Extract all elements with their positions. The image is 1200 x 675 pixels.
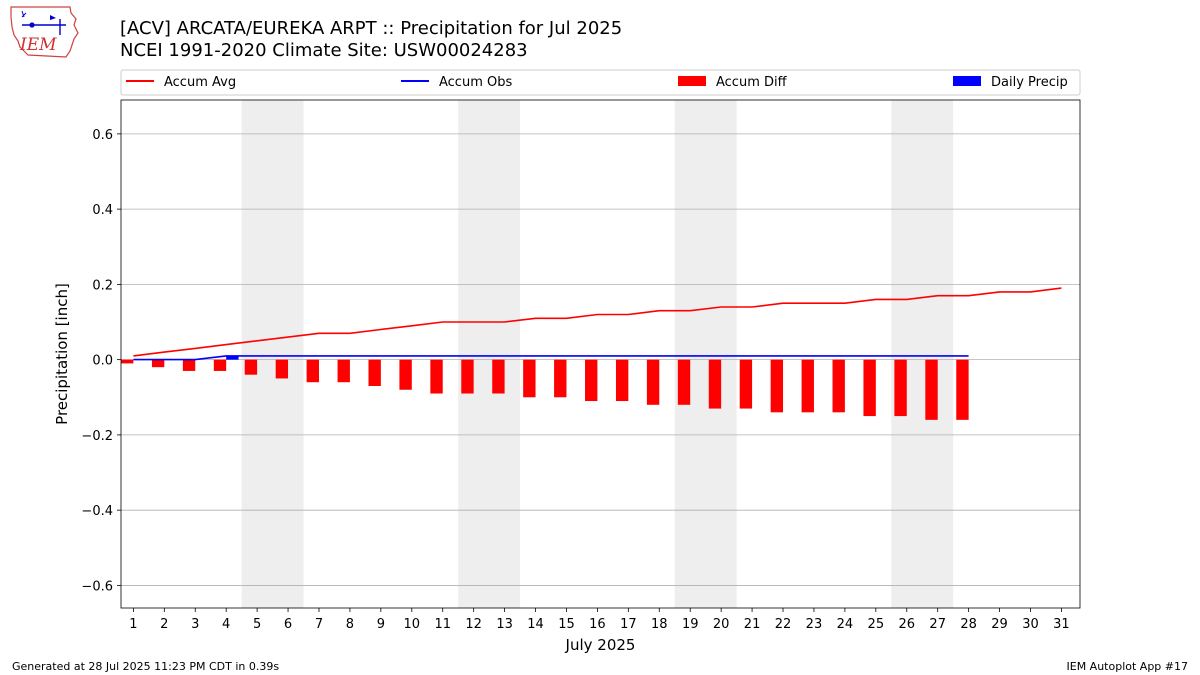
app-credit: IEM Autoplot App #17 xyxy=(1066,660,1189,673)
y-tick-label: 0.4 xyxy=(92,203,113,218)
legend-accum-diff-swatch xyxy=(678,76,706,86)
x-tick-label: 11 xyxy=(434,617,451,632)
accum-diff-bar xyxy=(337,359,350,383)
x-tick-label: 31 xyxy=(1053,617,1070,632)
accum-diff-bar xyxy=(368,359,381,386)
accum-diff-bar xyxy=(151,359,165,368)
logo-text: IEM xyxy=(19,35,57,55)
accum-diff-bar xyxy=(275,359,289,379)
x-tick-label: 22 xyxy=(775,617,792,632)
x-tick-label: 16 xyxy=(589,617,606,632)
plot-frame xyxy=(120,99,1081,609)
x-tick-label: 29 xyxy=(991,617,1008,632)
accum-diff-bar xyxy=(430,359,443,394)
accum-diff-bar xyxy=(615,359,629,402)
x-tick-label: 17 xyxy=(620,617,637,632)
accum-diff-bar xyxy=(554,359,567,398)
x-tick-label: 2 xyxy=(160,617,168,632)
accum-diff-bar xyxy=(770,359,784,413)
legend-daily-precip-label: Daily Precip xyxy=(991,75,1068,90)
weekend-shade xyxy=(458,100,521,608)
x-tick-label: 3 xyxy=(191,617,199,632)
weekend-shade xyxy=(241,100,304,608)
accum-obs-line xyxy=(133,355,969,361)
accum-diff-bar xyxy=(244,359,258,375)
x-tick-label: 27 xyxy=(929,617,946,632)
x-tick-label: 30 xyxy=(1022,617,1039,632)
x-axis-label: July 2025 xyxy=(565,636,636,654)
accum-diff-bar xyxy=(523,359,536,398)
legend-accum-obs-label: Accum Obs xyxy=(439,75,512,90)
accum-diff-bar xyxy=(677,359,691,405)
accum-avg-line xyxy=(133,287,1062,357)
y-tick-label: −0.4 xyxy=(81,504,113,519)
iem-logo: IEM xyxy=(8,5,82,63)
x-tick-label: 19 xyxy=(682,617,699,632)
accum-diff-bar xyxy=(585,359,598,402)
x-tick-label: 12 xyxy=(465,617,482,632)
accum-diff-bar xyxy=(925,359,938,420)
x-tick-label: 8 xyxy=(346,617,354,632)
accum-diff-bar xyxy=(461,359,474,394)
accum-diff-bar xyxy=(492,359,505,394)
chart-title: [ACV] ARCATA/EUREKA ARPT :: Precipitatio… xyxy=(120,18,623,39)
legend-accum-diff-label: Accum Diff xyxy=(716,75,788,90)
x-tick-label: 28 xyxy=(960,617,977,632)
weekend-shade xyxy=(891,100,954,608)
accum-diff-bar xyxy=(306,359,319,383)
accum-diff-bar xyxy=(739,359,753,409)
x-tick-label: 6 xyxy=(284,617,292,632)
weekend-shade xyxy=(674,100,737,608)
x-tick-label: 20 xyxy=(713,617,730,632)
accum-diff-bar xyxy=(399,359,412,390)
x-tick-label: 9 xyxy=(377,617,385,632)
accum-diff-bar xyxy=(801,359,814,413)
accum-diff-bar xyxy=(894,359,907,417)
y-tick-label: 0.6 xyxy=(92,128,113,143)
x-tick-label: 5 xyxy=(253,617,261,632)
x-tick-label: 26 xyxy=(898,617,915,632)
legend-box xyxy=(120,69,1081,96)
legend-daily-precip-swatch xyxy=(953,76,981,86)
x-tick-label: 21 xyxy=(744,617,761,632)
y-tick-label: 0.2 xyxy=(92,278,113,293)
x-tick-label: 4 xyxy=(222,617,230,632)
y-tick-label: −0.6 xyxy=(81,579,113,594)
daily-precip-bar xyxy=(226,355,239,360)
accum-diff-bar xyxy=(832,359,845,413)
x-tick-label: 13 xyxy=(496,617,513,632)
x-tick-label: 24 xyxy=(837,617,854,632)
generated-timestamp: Generated at 28 Jul 2025 11:23 PM CDT in… xyxy=(12,660,280,673)
accum-diff-bar xyxy=(863,359,876,417)
x-tick-label: 23 xyxy=(806,617,823,632)
x-tick-label: 14 xyxy=(527,617,544,632)
x-tick-label: 7 xyxy=(315,617,323,632)
accum-diff-bar xyxy=(956,359,969,420)
x-tick-label: 15 xyxy=(558,617,575,632)
y-tick-label: 0.0 xyxy=(92,354,113,369)
x-tick-label: 10 xyxy=(404,617,421,632)
legend-accum-avg-label: Accum Avg xyxy=(164,75,236,90)
chart-subtitle: NCEI 1991-2020 Climate Site: USW00024283 xyxy=(120,40,528,61)
accum-diff-bar xyxy=(213,359,227,371)
accum-diff-bar xyxy=(708,359,722,409)
accum-diff-bar xyxy=(182,359,196,371)
x-tick-label: 1 xyxy=(129,617,137,632)
y-axis-label: Precipitation [inch] xyxy=(53,283,71,425)
x-tick-label: 25 xyxy=(868,617,885,632)
x-tick-label: 18 xyxy=(651,617,668,632)
accum-diff-bar xyxy=(646,359,660,405)
accum-diff-bar xyxy=(121,359,134,364)
y-tick-label: −0.2 xyxy=(81,429,113,444)
